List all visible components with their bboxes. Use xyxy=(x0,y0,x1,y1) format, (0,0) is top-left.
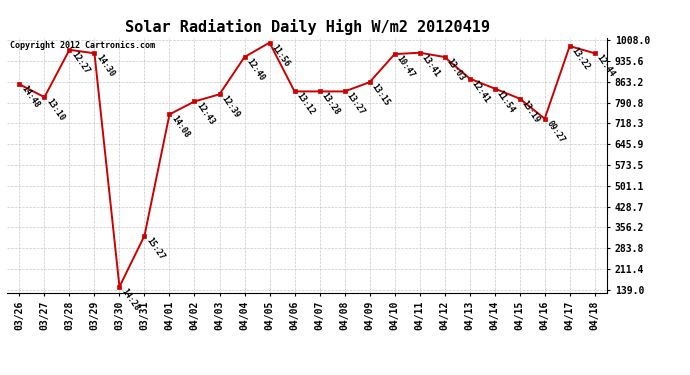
Text: 13:28: 13:28 xyxy=(319,92,342,117)
Text: 13:15: 13:15 xyxy=(370,82,391,108)
Text: 13:19: 13:19 xyxy=(520,99,542,124)
Text: 11:56: 11:56 xyxy=(270,43,291,68)
Text: 12:39: 12:39 xyxy=(219,94,242,120)
Text: 13:10: 13:10 xyxy=(44,97,66,123)
Text: 10:47: 10:47 xyxy=(395,54,416,80)
Title: Solar Radiation Daily High W/m2 20120419: Solar Radiation Daily High W/m2 20120419 xyxy=(125,19,489,35)
Text: 14:48: 14:48 xyxy=(19,84,41,110)
Text: 15:27: 15:27 xyxy=(144,236,166,261)
Text: 12:44: 12:44 xyxy=(595,53,616,79)
Text: 13:12: 13:12 xyxy=(295,92,316,117)
Text: 13:27: 13:27 xyxy=(344,92,366,117)
Text: 13:22: 13:22 xyxy=(570,46,591,72)
Text: 14:28: 14:28 xyxy=(119,287,141,312)
Text: Copyright 2012 Cartronics.com: Copyright 2012 Cartronics.com xyxy=(10,41,155,50)
Text: 14:08: 14:08 xyxy=(170,114,191,140)
Text: 13:03: 13:03 xyxy=(444,57,466,82)
Text: 14:30: 14:30 xyxy=(95,53,116,79)
Text: 12:27: 12:27 xyxy=(70,50,91,75)
Text: 13:41: 13:41 xyxy=(420,53,442,78)
Text: 09:27: 09:27 xyxy=(544,118,566,144)
Text: 12:43: 12:43 xyxy=(195,102,216,127)
Text: 12:40: 12:40 xyxy=(244,57,266,82)
Text: 11:54: 11:54 xyxy=(495,88,516,114)
Text: 12:41: 12:41 xyxy=(470,78,491,104)
